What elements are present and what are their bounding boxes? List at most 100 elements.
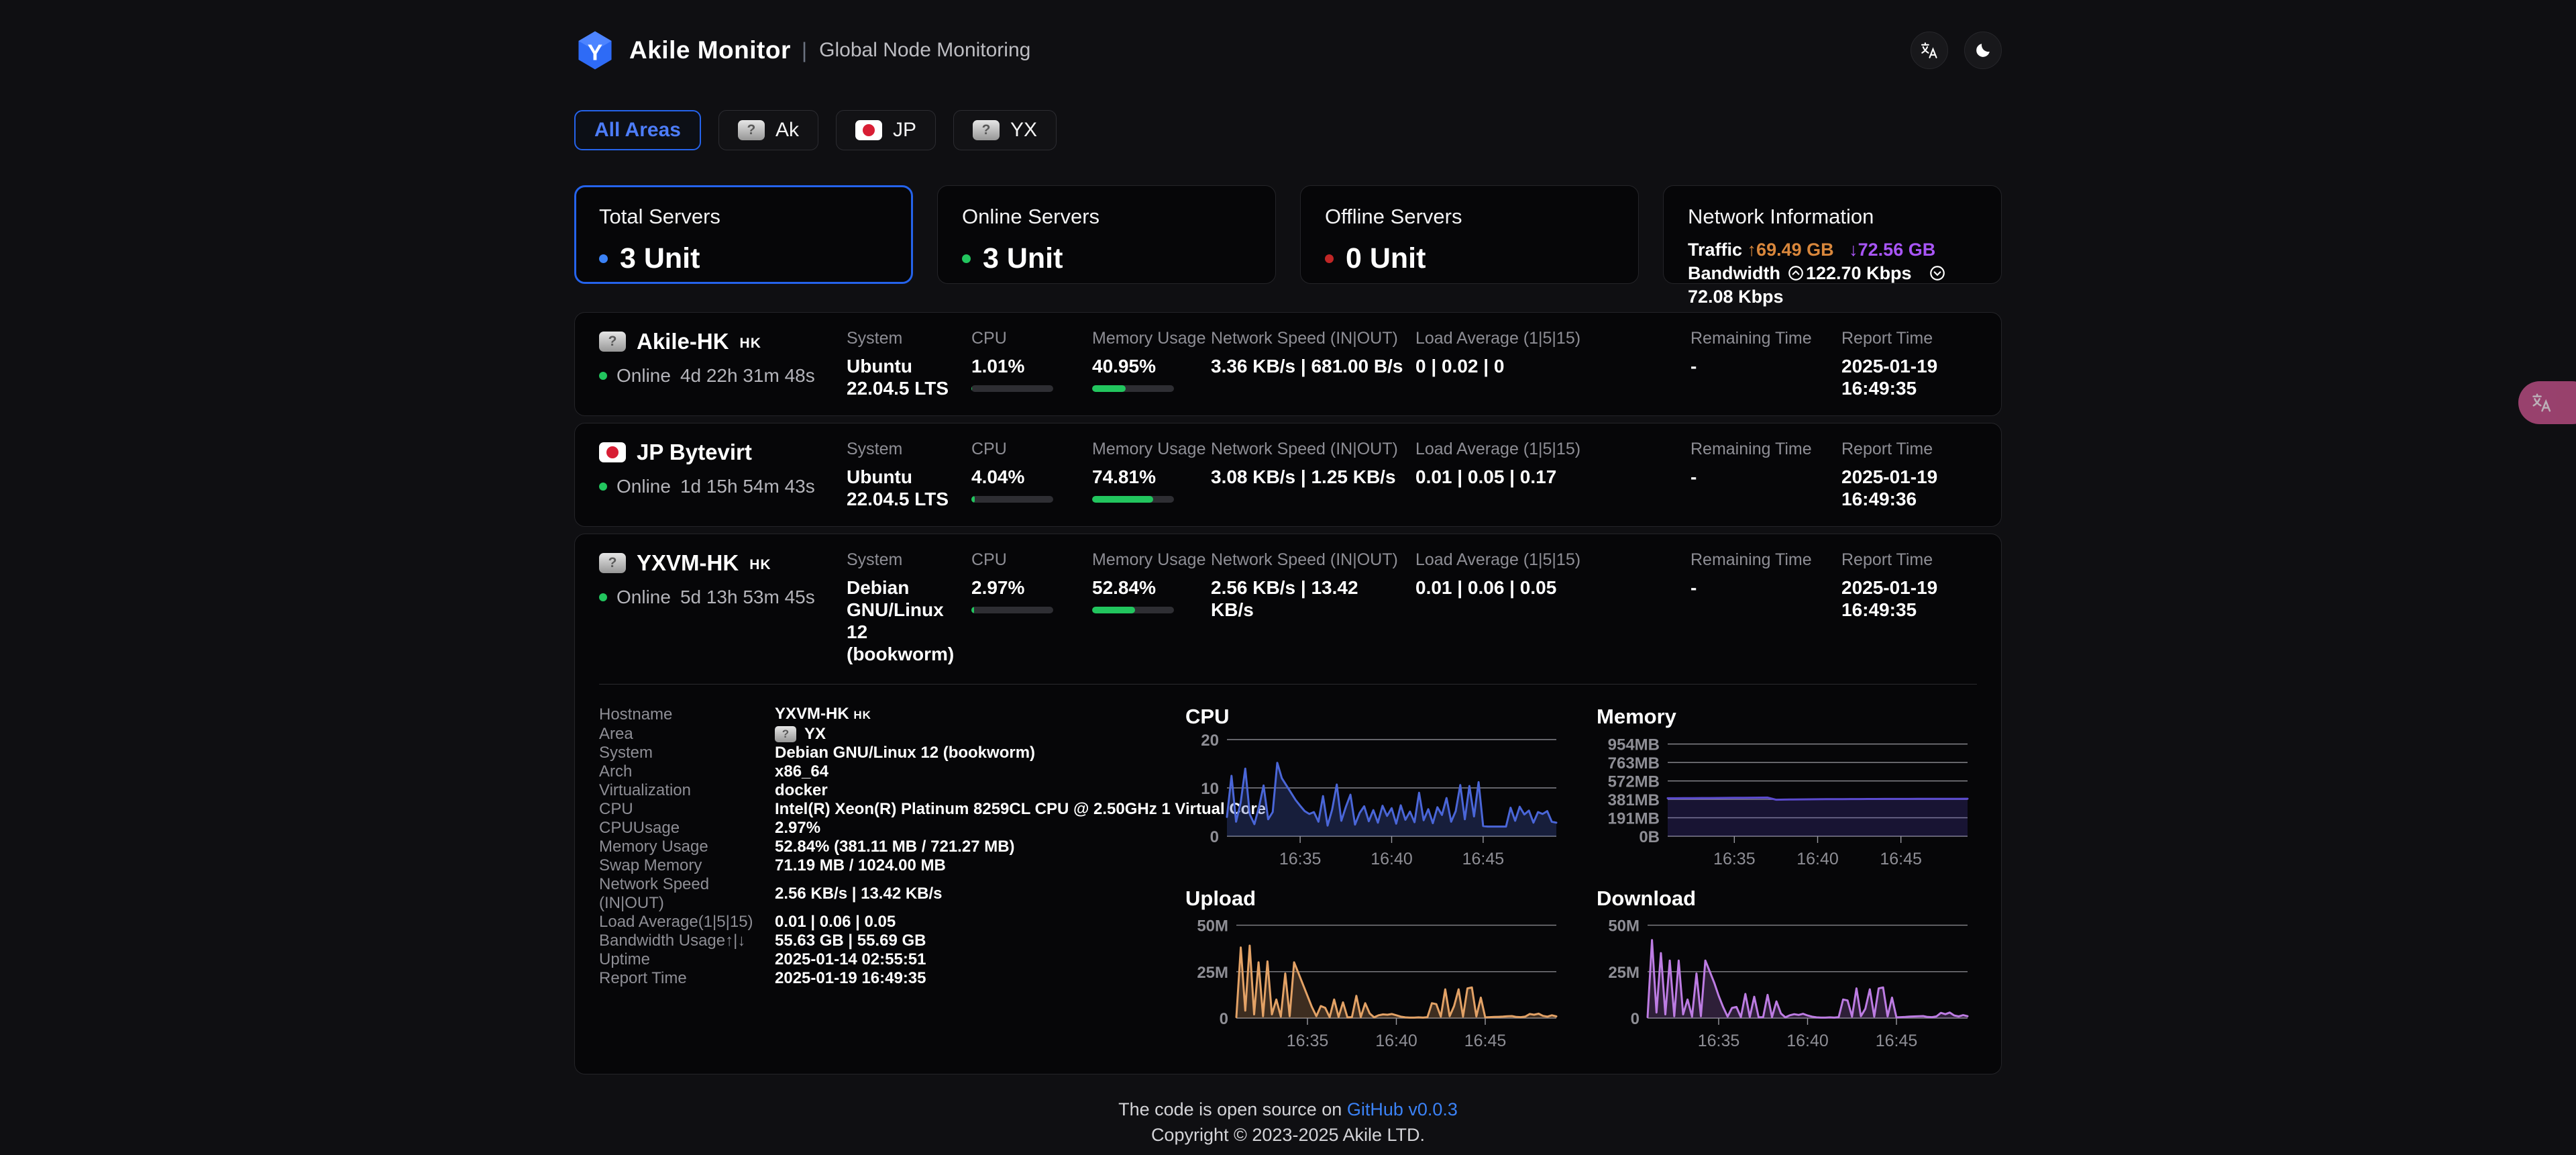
info-row: Memory Usage 52.84% (381.11 MB / 721.27 … [599,838,1015,856]
info-row-hostname: Hostname YXVM-HK HK [599,705,871,724]
svg-text:0: 0 [1220,1010,1228,1028]
server-row-akile-hk[interactable]: ? Akile-HK HK Online 4d 22h 31m 48s Syst… [574,312,2002,417]
svg-text:16:45: 16:45 [1464,1032,1507,1050]
stat-value: 3 Unit [983,242,1063,274]
cpu-value: 4.04% [971,466,1025,488]
system-value: Debian GNU/Linux 12 (bookworm) [847,577,955,665]
total-servers-card[interactable]: Total Servers 3 Unit [574,185,913,284]
load-value: 0 | 0.02 | 0 [1415,356,1505,376]
info-row: Swap Memory 71.19 MB / 1024.00 MB [599,856,946,875]
svg-text:16:35: 16:35 [1698,1032,1740,1050]
memory-progress-bar [1092,385,1174,393]
cpu-value: 2.97% [971,577,1025,599]
tab-ak[interactable]: ? Ak [718,110,818,150]
load-value: 0.01 | 0.06 | 0.05 [1415,577,1557,599]
floating-translate-button[interactable] [2518,381,2576,424]
offline-servers-card[interactable]: Offline Servers 0 Unit [1300,185,1639,284]
svg-text:191MB: 191MB [1608,810,1660,828]
server-uptime: 5d 13h 53m 45s [680,587,815,608]
memory-chart-plot: 0B 191MB 381MB 572MB 763MB 954MB 16:35 16:40 16:… [1594,730,1973,876]
stat-title: Total Servers [599,205,720,228]
info-row: System Debian GNU/Linux 12 (bookworm) [599,744,1036,762]
cpu-progress-bar [971,607,1053,614]
info-row: Network Speed (IN|OUT) 2.56 KB/s | 13.42… [599,875,943,913]
moon-icon [1976,44,1990,57]
info-row: Uptime 2025-01-14 02:55:51 [599,950,926,969]
dark-mode-button[interactable] [1964,32,2002,69]
server-identity: JP Bytevirt Online 1d 15h 54m 43s [599,440,847,497]
svg-text:50M: 50M [1608,917,1640,936]
memory-progress-bar [1092,607,1174,614]
report-value: 2025-01-19 16:49:35 [1841,356,1938,399]
server-name: JP Bytevirt [637,440,752,465]
svg-text:25M: 25M [1197,964,1228,982]
upload-chart: Upload 0 25M 50M 16:35 16:40 16:45 [1183,887,1562,1058]
memory-value: 40.95% [1092,356,1156,376]
stat-value: 3 Unit [620,242,700,274]
info-row: Arch x86_64 [599,762,829,781]
col-memory: Memory Usage 40.95% [1092,329,1211,393]
app-title: Akile Monitor [629,36,791,64]
blue-dot-icon [599,254,608,263]
system-value: Ubuntu 22.04.5 LTS [847,466,949,510]
online-dot-icon [599,483,607,491]
footer: The code is open source on GitHub v0.0.3… [574,1097,2002,1155]
unknown-flag-icon: ? [972,120,1000,140]
memory-value: 52.84% [1092,577,1156,599]
area-filter-tabs: All Areas ? Ak JP ? YX [574,110,2002,150]
col-cpu: CPU 2.97% [971,550,1092,614]
col-memory: Memory Usage 74.81% [1092,440,1211,503]
traffic-line: Traffic ↑69.49 GB ↓72.56 GB [1688,238,1977,262]
header: Y Akile Monitor | Global Node Monitoring [574,30,2002,71]
server-status: Online [616,476,671,497]
tab-all-areas[interactable]: All Areas [574,110,701,150]
svg-text:16:45: 16:45 [1462,850,1505,868]
col-network: Network Speed (IN|OUT) 2.56 KB/s | 13.42… [1211,550,1415,621]
svg-text:16:40: 16:40 [1375,1032,1417,1050]
network-value: 3.08 KB/s | 1.25 KB/s [1211,466,1396,488]
col-cpu: CPU 4.04% [971,440,1092,503]
server-row-jp-bytevirt[interactable]: JP Bytevirt Online 1d 15h 54m 43s System… [574,423,2002,528]
svg-text:0: 0 [1631,1010,1640,1028]
server-info-list: Hostname YXVM-HK HK Area ? YX System Deb… [599,705,1267,1058]
col-system: System Ubuntu 22.04.5 LTS [847,440,971,510]
download-chart: Download 0 25M 50M 16:35 16:40 16:45 [1594,887,1973,1058]
red-dot-icon [1325,254,1334,263]
bandwidth-line: Bandwidth 122.70 Kbps 72.08 Kbps [1688,262,1977,309]
col-cpu: CPU 1.01% [971,329,1092,393]
stat-title: Online Servers [962,205,1100,228]
info-row: CPU Intel(R) Xeon(R) Platinum 8259CL CPU… [599,800,1267,819]
unknown-flag-icon: ? [775,726,796,743]
svg-text:381MB: 381MB [1608,791,1660,809]
col-network: Network Speed (IN|OUT) 3.08 KB/s | 1.25 … [1211,440,1415,488]
unknown-flag-icon: ? [737,120,765,140]
col-memory: Memory Usage 52.84% [1092,550,1211,614]
akile-logo-icon: Y [578,31,612,70]
tab-yx[interactable]: ? YX [953,110,1057,150]
traffic-download-value: ↓72.56 GB [1849,240,1936,260]
download-chart-plot: 0 25M 50M 16:35 16:40 16:45 [1594,912,1973,1058]
col-load: Load Average (1|5|15) 0.01 | 0.06 | 0.05 [1415,550,1690,599]
translate-icon [2532,393,2551,412]
server-region: HK [749,557,771,573]
col-remaining: Remaining Time - [1690,329,1841,377]
traffic-label: Traffic [1688,240,1743,260]
server-status: Online [616,365,671,386]
footer-copyright: Copyright © 2023-2025 Akile LTD. [1150,1125,1426,1146]
col-system: System Debian GNU/Linux 12 (bookworm) [847,550,971,665]
dashboard-page: Y Akile Monitor | Global Node Monitoring… [574,0,2002,1155]
tab-label: JP [892,119,916,141]
tab-jp[interactable]: JP [835,110,936,150]
load-value: 0.01 | 0.05 | 0.17 [1415,466,1557,488]
info-row: Bandwidth Usage↑|↓ 55.63 GB | 55.69 GB [599,932,926,950]
github-link[interactable]: GitHub v0.0.3 [1346,1099,1458,1120]
network-value: 2.56 KB/s | 13.42 KB/s [1211,577,1358,621]
svg-text:20: 20 [1201,732,1219,750]
report-value: 2025-01-19 16:49:35 [1841,577,1938,621]
language-toggle-button[interactable] [1911,32,1948,69]
info-row: Load Average(1|5|15) 0.01 | 0.06 | 0.05 [599,913,896,932]
online-servers-card[interactable]: Online Servers 3 Unit [937,185,1276,284]
remaining-value: - [1690,356,1697,376]
server-row-yxvm-hk[interactable]: ? YXVM-HK HK Online 5d 13h 53m 45s Syste… [574,534,2002,1075]
col-remaining: Remaining Time - [1690,440,1841,488]
